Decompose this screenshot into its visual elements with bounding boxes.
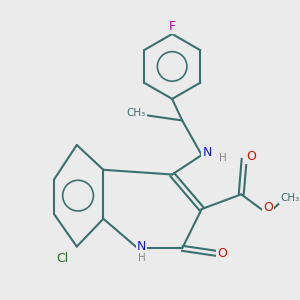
Text: CH₃: CH₃ <box>280 193 300 203</box>
Text: CH₃: CH₃ <box>127 108 146 118</box>
Text: O: O <box>263 201 273 214</box>
Text: Cl: Cl <box>56 252 69 265</box>
Text: H: H <box>219 153 227 163</box>
Text: O: O <box>246 150 256 163</box>
Text: O: O <box>217 247 227 260</box>
Text: F: F <box>169 20 176 33</box>
Text: N: N <box>202 146 212 159</box>
Text: H: H <box>138 253 146 263</box>
Text: N: N <box>137 240 146 254</box>
